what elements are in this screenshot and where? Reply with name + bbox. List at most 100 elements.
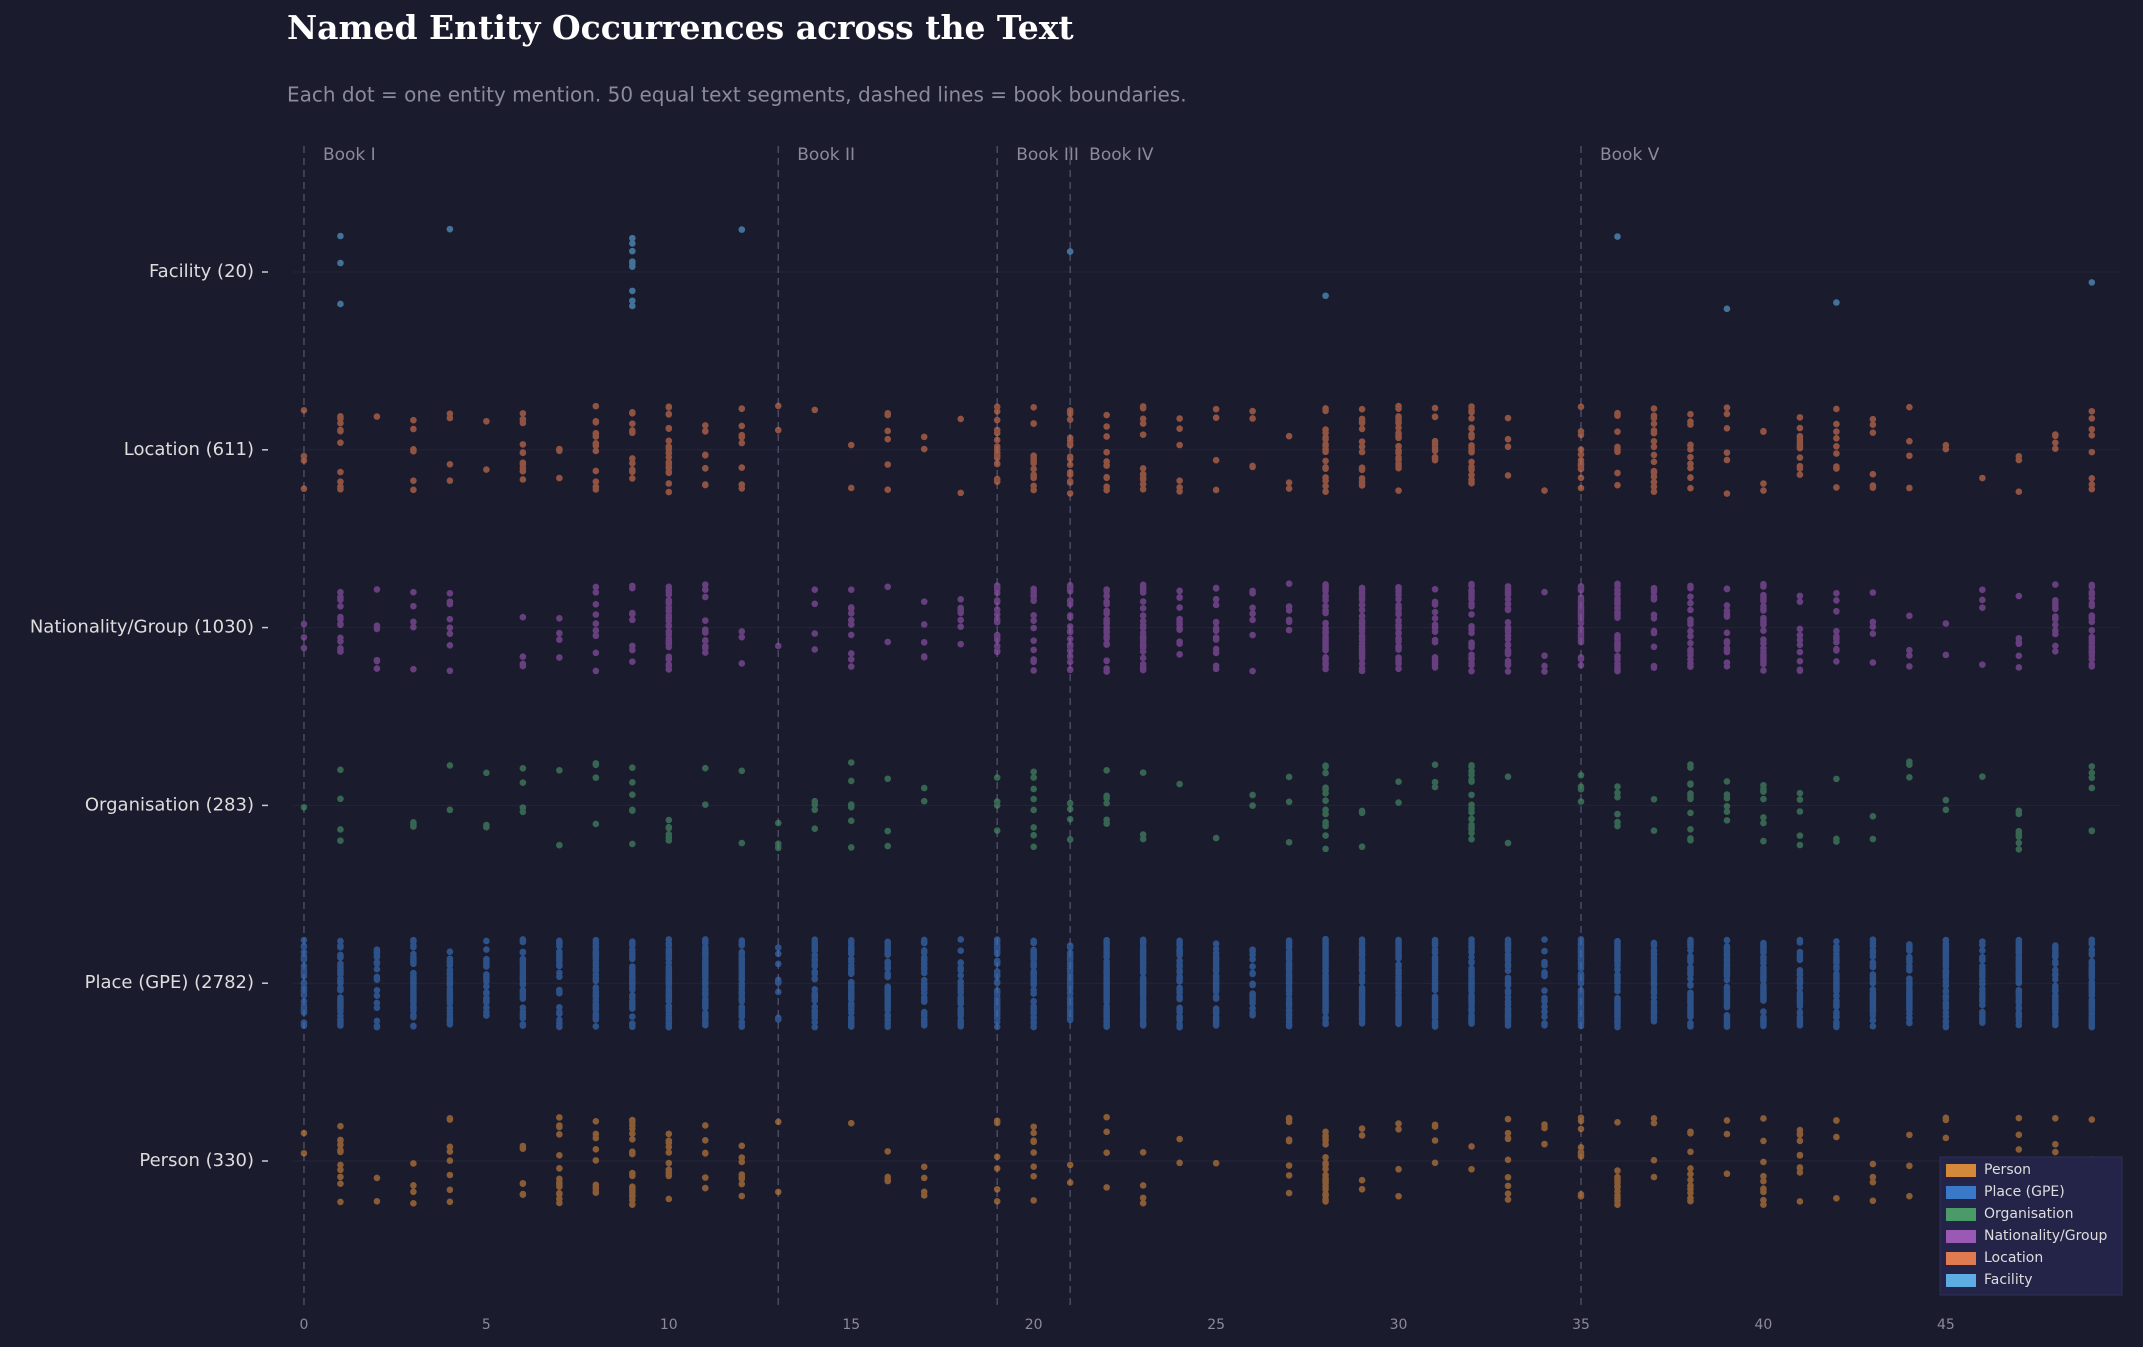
entity-dots [629,409,636,482]
entity-dots [1030,1123,1037,1204]
entity-dots [1942,936,1950,1031]
entity-dots [774,402,782,434]
entity-dots [1139,936,1147,1029]
entity-dots [1906,941,1913,1027]
entity-dots [2052,942,2059,1029]
entity-dots [1687,936,1694,1030]
entity-dots [1504,414,1512,479]
entity-dots [1760,939,1767,1030]
entity-dots [1796,1126,1804,1205]
entity-dots [1942,620,1950,659]
entity-dots [410,588,417,673]
entity-dots [847,759,855,851]
entity-dots [519,936,527,1029]
entity-dots [1103,767,1110,827]
entity-dots [519,1142,527,1199]
entity-dots [1322,292,1329,300]
entity-dots [920,1163,928,1199]
entity-dots [702,422,709,489]
entity-dots [1030,937,1037,1031]
entity-dots [1687,761,1694,844]
entity-dots [1723,1117,1731,1178]
entity-dots [1030,768,1037,851]
entity-dots [2088,936,2096,1031]
entity-dots [738,226,746,233]
entity-dots [1468,761,1475,843]
entity-dots [993,582,1001,656]
entity-dots [738,628,746,667]
entity-dots [1833,775,1840,845]
entity-dots [702,936,709,1029]
entity-dots [592,936,600,1030]
legend-label: Person [1984,1162,2031,1178]
legend-swatch [1946,1208,1976,1221]
entity-dots [2015,936,2023,1029]
entity-dots [1577,583,1585,669]
entity-dots [1723,305,1731,313]
entity-dots [993,403,1001,485]
entity-dots [738,405,746,492]
entity-dots [1468,936,1475,1027]
book-label: Book III [1016,145,1079,165]
entity-dots [1066,799,1074,843]
entity-dots [1906,758,1913,781]
x-tick-label: 25 [1207,1317,1225,1333]
entity-dots [1687,1128,1694,1205]
entity-dots [1650,584,1658,671]
entity-dots [373,1174,381,1205]
entity-dots [1030,404,1037,494]
legend-label: Place (GPE) [1984,1184,2065,1200]
x-tick-label: 45 [1937,1317,1955,1333]
entity-dots [1979,586,1986,668]
entity-dots [920,598,928,661]
entity-dots [1176,937,1183,1031]
entity-dots [1942,441,1950,453]
legend-swatch [1946,1164,1976,1177]
entity-dots [920,433,928,453]
entity-dots [1431,585,1439,671]
entity-dots [1103,411,1110,494]
entity-dots [1541,1121,1548,1148]
entity-dots [1358,1125,1366,1193]
entity-dots [738,1142,746,1200]
entity-dots [1723,778,1731,824]
entity-dots [1249,946,1256,1019]
x-tick-label: 20 [1025,1317,1043,1333]
entity-dots [811,406,819,414]
entity-dots [1723,936,1731,1030]
entity-dots [1139,1149,1147,1207]
entity-dots [519,765,527,816]
entity-dots [2088,581,2096,670]
entity-dots [1796,592,1804,675]
entity-dots [1650,939,1658,1025]
entity-dots [337,413,344,493]
entity-dots [1942,796,1950,814]
entity-dots [1176,780,1183,788]
entity-dots [665,936,673,1031]
entity-dots [884,410,892,493]
entity-dots [1322,762,1329,853]
entity-dots [373,586,381,672]
entity-dots [592,583,600,675]
entity-dots [519,613,527,670]
entity-dots [1358,807,1366,851]
legend-swatch [1946,1230,1976,1243]
entity-dots [1979,474,1986,482]
entity-dots [1285,432,1293,492]
entity-dots [483,937,490,1019]
entity-dots [373,413,381,420]
entity-dots [884,1148,892,1185]
entity-dots [1176,415,1183,495]
entity-dots [592,1117,600,1196]
entity-dots [1322,935,1329,1028]
entity-dots [1395,583,1402,673]
entity-dots [1906,612,1913,670]
entity-dots [1577,771,1585,805]
entity-dots [1869,1160,1877,1205]
legend-swatch [1946,1252,1976,1265]
entity-dots [1066,1161,1074,1186]
entity-dots [847,586,855,670]
entity-dots [1650,405,1658,495]
entity-dots [1760,427,1767,494]
